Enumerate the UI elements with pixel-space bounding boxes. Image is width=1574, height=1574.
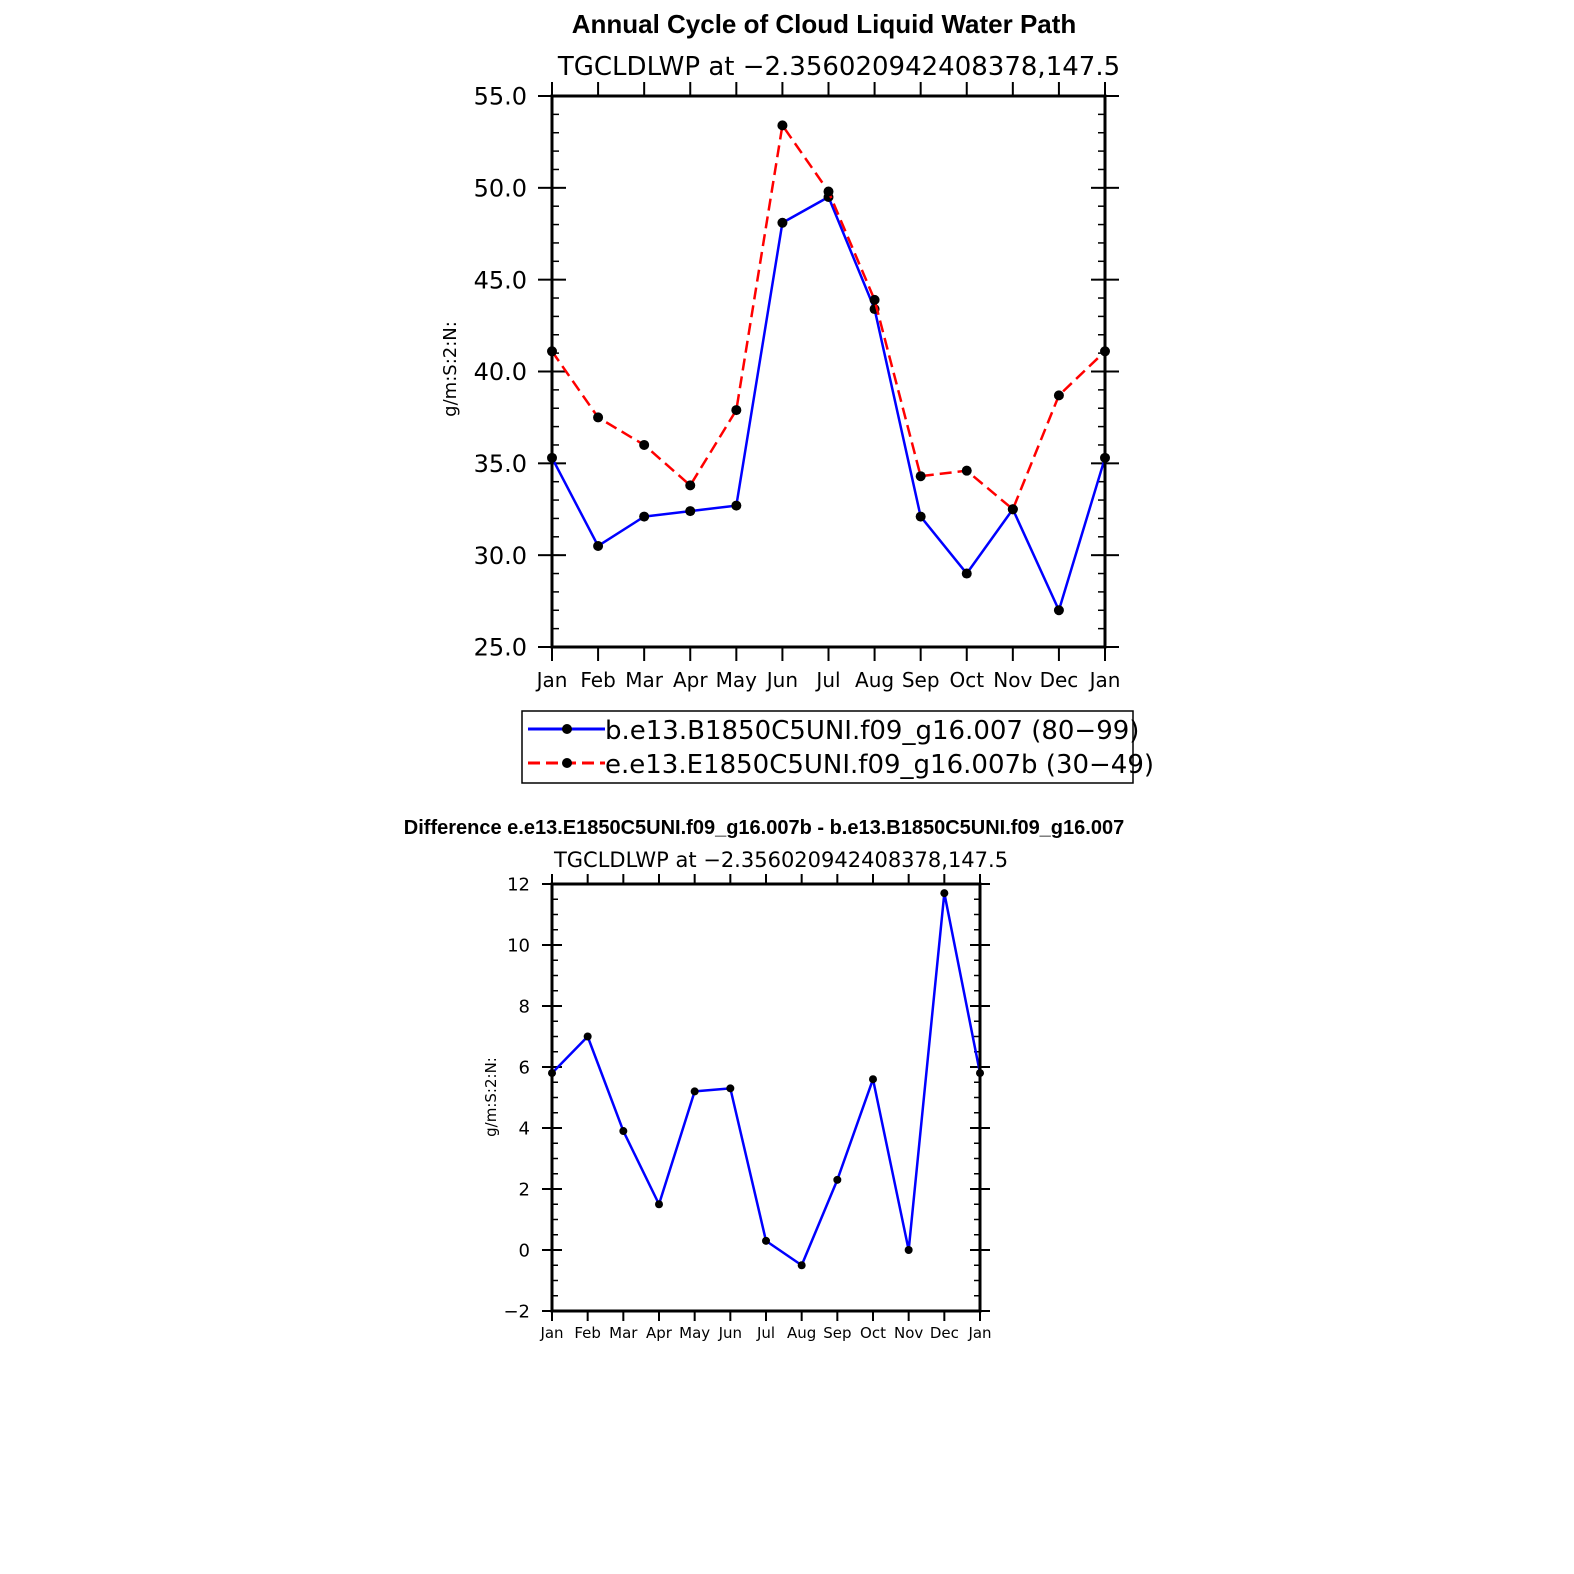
- top-chart-y-axis-label: g/m:S:2:N:: [440, 321, 461, 417]
- data-point-series-1: [797, 1261, 806, 1270]
- data-point-series-1: [869, 1075, 877, 1084]
- x-tick-label: Mar: [609, 1324, 638, 1342]
- series-line-1: [550, 195, 1107, 612]
- data-point-series-2: [915, 471, 926, 482]
- x-tick-label: Aug: [787, 1324, 816, 1342]
- y-tick-label: 4: [519, 1118, 530, 1139]
- legend-label-series-1: b.e13.B1850C5UNI.f09_g16.007 (80−99): [605, 716, 1139, 746]
- data-point-series-2: [869, 294, 880, 305]
- x-tick-label: Jul: [756, 1324, 775, 1342]
- bottom-chart-y-axis-label: g/m:S:2:N:: [482, 1057, 500, 1137]
- x-tick-label: Sep: [902, 668, 940, 692]
- data-point-series-2: [1007, 504, 1018, 515]
- data-point-series-2: [731, 405, 742, 416]
- top-chart-frame: [550, 94, 1107, 649]
- x-tick-label: Jan: [1088, 668, 1121, 692]
- data-point-series-1: [1053, 605, 1064, 616]
- data-point-series-1: [655, 1200, 663, 1209]
- x-tick-label: May: [716, 668, 758, 692]
- y-tick-label: 2: [519, 1179, 530, 1200]
- y-tick-label: 0: [519, 1240, 530, 1261]
- x-tick-label: Mar: [625, 668, 664, 692]
- legend-marker-series-1: [562, 724, 572, 734]
- y-tick-label: 50.0: [474, 174, 527, 202]
- top-chart-legend: b.e13.B1850C5UNI.f09_g16.007 (80−99) e.e…: [521, 710, 1154, 784]
- x-tick-label: Jan: [535, 668, 568, 692]
- y-tick-label: 8: [519, 996, 530, 1017]
- data-point-series-1: [731, 500, 742, 511]
- data-point-series-1: [961, 568, 972, 579]
- data-point-series-2: [1053, 390, 1064, 401]
- x-tick-label: Dec: [1040, 668, 1079, 692]
- y-tick-label: 55.0: [474, 83, 527, 111]
- x-tick-label: Jan: [967, 1324, 991, 1342]
- data-point-series-2: [593, 412, 604, 423]
- y-tick-label: 10: [507, 935, 530, 956]
- series-line-1: [551, 891, 982, 1267]
- y-tick-label: 30.0: [474, 542, 527, 570]
- y-tick-label: 40.0: [474, 358, 527, 386]
- y-tick-label: −2: [503, 1301, 530, 1322]
- top-chart-axes: Jan Feb Mar Apr May Jun Jul Aug Sep Oct Nov Dec Jan 2…: [474, 82, 1121, 692]
- x-tick-label: Apr: [646, 1324, 673, 1342]
- y-tick-label: 12: [507, 874, 530, 895]
- data-point-series-1: [833, 1175, 842, 1184]
- bottom-chart: Difference e.e13.E1850C5UNI.f09_g16.007b…: [404, 817, 1124, 1342]
- data-point-series-2: [639, 439, 650, 450]
- data-point-series-1: [940, 889, 949, 898]
- data-point-series-2: [961, 465, 972, 476]
- data-point-series-1: [904, 1246, 913, 1254]
- x-tick-label: Apr: [673, 668, 708, 692]
- y-tick-label: 35.0: [474, 450, 527, 478]
- data-point-series-2: [685, 480, 696, 491]
- top-chart-subtitle: TGCLDLWP at −2.356020942408378,147.5: [557, 52, 1120, 82]
- x-tick-label: Feb: [580, 668, 615, 692]
- top-chart-title: Annual Cycle of Cloud Liquid Water Path: [572, 9, 1077, 39]
- x-tick-label: Jan: [539, 1324, 563, 1342]
- data-point-series-1: [690, 1087, 699, 1096]
- x-tick-label: Jun: [718, 1324, 742, 1342]
- x-tick-label: Jun: [765, 668, 798, 692]
- data-point-series-1: [583, 1032, 592, 1041]
- y-tick-label: 45.0: [474, 266, 527, 294]
- data-point-series-1: [726, 1084, 735, 1093]
- x-tick-label: Nov: [993, 668, 1032, 692]
- bottom-chart-frame: [550, 882, 982, 1313]
- bottom-chart-subtitle: TGCLDLWP at −2.356020942408378,147.5: [553, 848, 1008, 872]
- data-point-series-2: [777, 120, 788, 131]
- data-point-series-1: [685, 506, 696, 517]
- data-point-series-1: [915, 511, 926, 522]
- y-tick-label: 6: [519, 1057, 530, 1078]
- data-point-series-1: [762, 1236, 770, 1245]
- legend-marker-series-2: [562, 758, 572, 768]
- x-tick-label: Feb: [574, 1324, 601, 1342]
- top-chart: Annual Cycle of Cloud Liquid Water Path …: [440, 9, 1154, 784]
- legend-label-series-2: e.e13.E1850C5UNI.f09_g16.007b (30−49): [605, 750, 1154, 780]
- legend-box: [521, 710, 1134, 784]
- data-point-series-1: [619, 1127, 628, 1136]
- x-tick-label: Dec: [930, 1324, 959, 1342]
- bottom-chart-title: Difference e.e13.E1850C5UNI.f09_g16.007b…: [404, 817, 1124, 839]
- x-tick-label: May: [679, 1324, 710, 1342]
- bottom-chart-axes: Jan Feb Mar Apr May Jun Jul Aug Sep Oct Nov Dec Jan−…: [503, 874, 992, 1342]
- data-point-series-1: [593, 540, 604, 551]
- x-tick-label: Jul: [814, 668, 840, 692]
- y-tick-label: 25.0: [474, 634, 527, 662]
- data-point-series-1: [777, 217, 788, 228]
- series-line-2: [550, 124, 1106, 511]
- x-tick-label: Sep: [823, 1324, 851, 1342]
- top-chart-plot-area: [547, 120, 1110, 616]
- bottom-chart-plot-area: [548, 889, 984, 1270]
- x-tick-label: Nov: [894, 1324, 923, 1342]
- x-tick-label: Aug: [855, 668, 894, 692]
- data-point-series-2: [823, 186, 834, 197]
- data-point-series-1: [639, 511, 650, 522]
- x-tick-label: Oct: [860, 1324, 886, 1342]
- x-tick-label: Oct: [949, 668, 984, 692]
